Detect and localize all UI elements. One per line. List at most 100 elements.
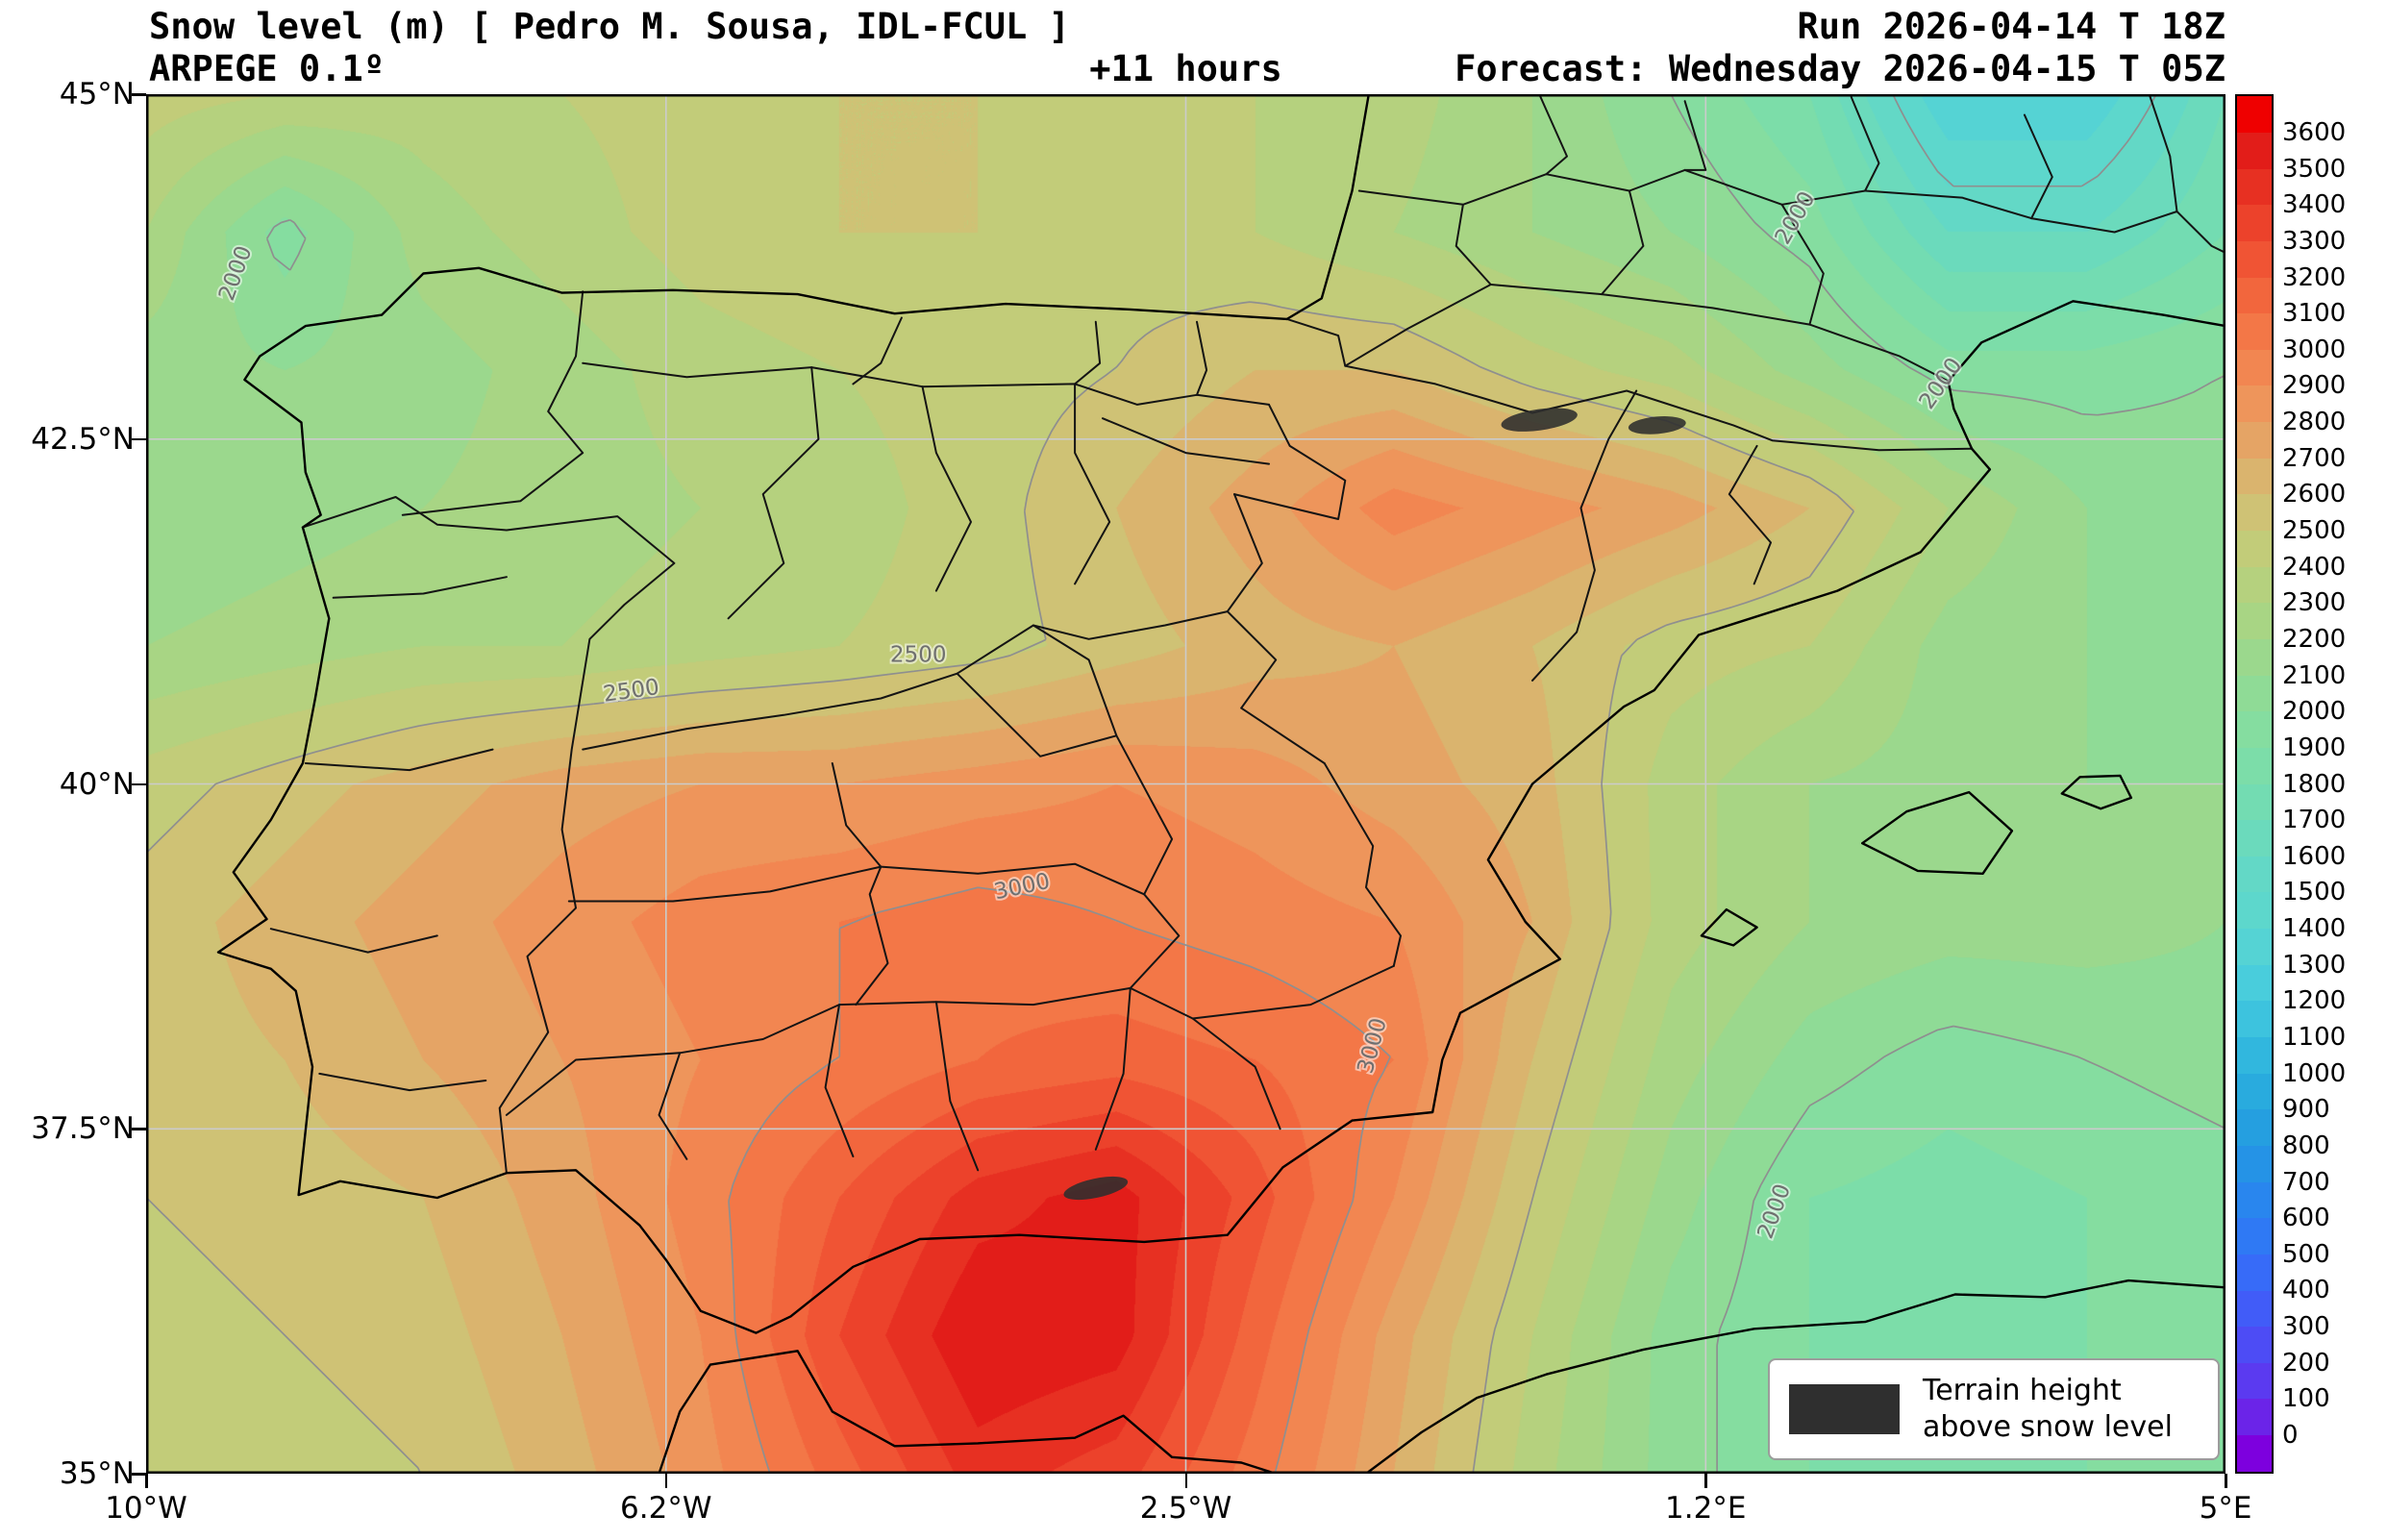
colorbar-band [2237,313,2272,350]
colorbar-band [2237,1109,2272,1146]
lon-tick-mark [1184,1474,1187,1488]
admin-border [2176,211,2225,254]
contour-label: 2000 [1915,354,1968,414]
admin-border [1094,986,1131,1151]
colorbar-tick-label: 100 [2282,1384,2330,1414]
colorbar-tick-label: 900 [2282,1095,2330,1125]
colorbar-band [2237,1181,2272,1219]
colorbar-band [2237,1435,2272,1473]
colorbar-band [2237,1327,2272,1363]
page-title: Snow level (m) [ Pedro M. Sousa, IDL-FCU… [149,6,1070,47]
lon-tick-label: 6.2°W [620,1491,712,1526]
admin-border [2030,211,2178,234]
admin-border [318,1072,487,1092]
admin-border [1531,389,1638,682]
colorbar-band [2237,566,2272,604]
colorbar-tick-label: 3300 [2282,226,2347,256]
colorbar-tick-label: 3600 [2282,118,2347,147]
lat-tick-mark [132,1473,146,1476]
admin-border [1233,403,1347,520]
colorbar-band [2237,747,2272,784]
admin-border [1683,100,1707,171]
colorbar-band [2237,1362,2272,1400]
terrain-above-snow-patch [1063,1176,1129,1201]
colorbar-band [2237,349,2272,386]
colorbar-band [2237,892,2272,930]
admin-border [934,1001,980,1172]
coastline [1947,300,2225,450]
lat-tick-label: 42.5°N [31,421,135,457]
colorbar-tick-label: 2900 [2282,371,2347,401]
colorbar-band [2237,1218,2272,1254]
colorbar-tick-label: 1200 [2282,986,2347,1016]
colorbar-tick-label: 3000 [2282,335,2347,364]
lat-tick-mark [132,93,146,96]
colorbar-band [2237,385,2272,423]
lon-tick-label: 10°W [105,1491,187,1526]
admin-border [1074,320,1102,385]
lat-tick-label: 45°N [59,77,135,112]
coastline [1700,907,1758,947]
colorbar-tick-label: 800 [2282,1130,2330,1160]
contour-line-2500 [146,301,1855,1474]
lon-tick-mark [145,1474,148,1488]
contour-label: 3000 [992,869,1053,906]
legend-line1: Terrain height [1923,1374,2122,1407]
colorbar-band [2237,1145,2272,1182]
lon-tick-label: 2.5°W [1139,1491,1232,1526]
admin-border [1344,284,1492,367]
admin-border [1323,762,1402,967]
colorbar-tick-label: 2700 [2282,443,2347,473]
colorbar-band [2237,820,2272,857]
admin-border [1850,95,1880,192]
lat-tick-mark [132,437,146,441]
colorbar-band [2237,1254,2272,1291]
admin-border [831,762,889,1006]
colorbar-tick-label: 2200 [2282,624,2347,654]
colorbar-band [2237,458,2272,495]
run-label: Run 2026-04-14 T 18Z [1797,6,2225,47]
admin-border [1538,94,1568,176]
admin-border [1683,168,1867,206]
colorbar-tick-label: 700 [2282,1167,2330,1197]
legend-swatch [1789,1384,1900,1434]
terrain-above-snow-patch [1628,416,1686,435]
coastline [658,1350,1278,1474]
lead-time-label: +11 hours [1089,48,1282,89]
colorbar-tick-label: 2400 [2282,552,2347,582]
coastline [1861,790,2014,875]
colorbar-band [2237,711,2272,748]
colorbar-tick-label: 1300 [2282,950,2347,980]
colorbar-band [2237,1001,2272,1038]
colorbar-band [2237,1399,2272,1436]
admin-border [304,748,494,772]
admin-border [852,316,903,385]
admin-border [1115,734,1181,989]
admin-border [1728,444,1772,585]
colorbar-tick-label: 3400 [2282,190,2347,220]
lat-tick-label: 40°N [59,766,135,802]
admin-border [1240,707,1326,764]
colorbar-band [2237,964,2272,1002]
admin-border [2148,94,2178,212]
colorbar-tick-label: 600 [2282,1204,2330,1233]
coastline [2060,774,2133,810]
colorbar-band [2237,1037,2272,1074]
admin-border [727,366,820,620]
colorbar-tick-label: 2100 [2282,660,2347,690]
colorbar-tick-label: 1600 [2282,841,2347,871]
coastline [216,266,1992,1334]
map-area: 2000 2500 2500 3000 3000 2000 2000 2000 Terrain… [146,94,2225,1474]
legend-line2: above snow level [1923,1410,2173,1444]
admin-border [1074,383,1111,585]
colorbar-band [2237,638,2272,676]
admin-border [567,865,883,903]
admin-border [269,928,438,954]
admin-border [880,862,1146,896]
colorbar-tick-label: 200 [2282,1348,2330,1378]
colorbar-tick-label: 1900 [2282,733,2347,762]
model-label: ARPEGE 0.1º [149,48,385,89]
lat-tick-mark [132,782,146,785]
contour-label: 2000 [214,242,257,304]
